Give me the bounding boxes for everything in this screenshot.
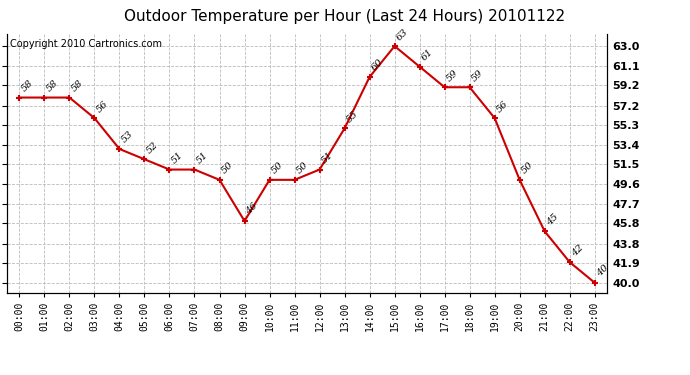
Text: 61: 61 (420, 47, 435, 63)
Text: 60: 60 (370, 58, 385, 73)
Text: 58: 58 (70, 78, 85, 93)
Text: Outdoor Temperature per Hour (Last 24 Hours) 20101122: Outdoor Temperature per Hour (Last 24 Ho… (124, 9, 566, 24)
Text: 56: 56 (95, 99, 110, 114)
Text: 51: 51 (170, 150, 185, 165)
Text: 63: 63 (395, 27, 410, 42)
Text: 46: 46 (244, 202, 259, 217)
Text: 55: 55 (344, 109, 359, 124)
Text: 53: 53 (119, 130, 135, 145)
Text: 51: 51 (319, 150, 335, 165)
Text: 59: 59 (470, 68, 485, 83)
Text: 42: 42 (570, 243, 585, 258)
Text: 51: 51 (195, 150, 210, 165)
Text: 50: 50 (270, 160, 285, 176)
Text: 50: 50 (520, 160, 535, 176)
Text: 58: 58 (44, 78, 59, 93)
Text: 50: 50 (219, 160, 235, 176)
Text: 40: 40 (595, 263, 610, 279)
Text: 59: 59 (444, 68, 460, 83)
Text: 56: 56 (495, 99, 510, 114)
Text: Copyright 2010 Cartronics.com: Copyright 2010 Cartronics.com (10, 39, 162, 49)
Text: 50: 50 (295, 160, 310, 176)
Text: 52: 52 (144, 140, 159, 155)
Text: 58: 58 (19, 78, 34, 93)
Text: 45: 45 (544, 212, 560, 227)
